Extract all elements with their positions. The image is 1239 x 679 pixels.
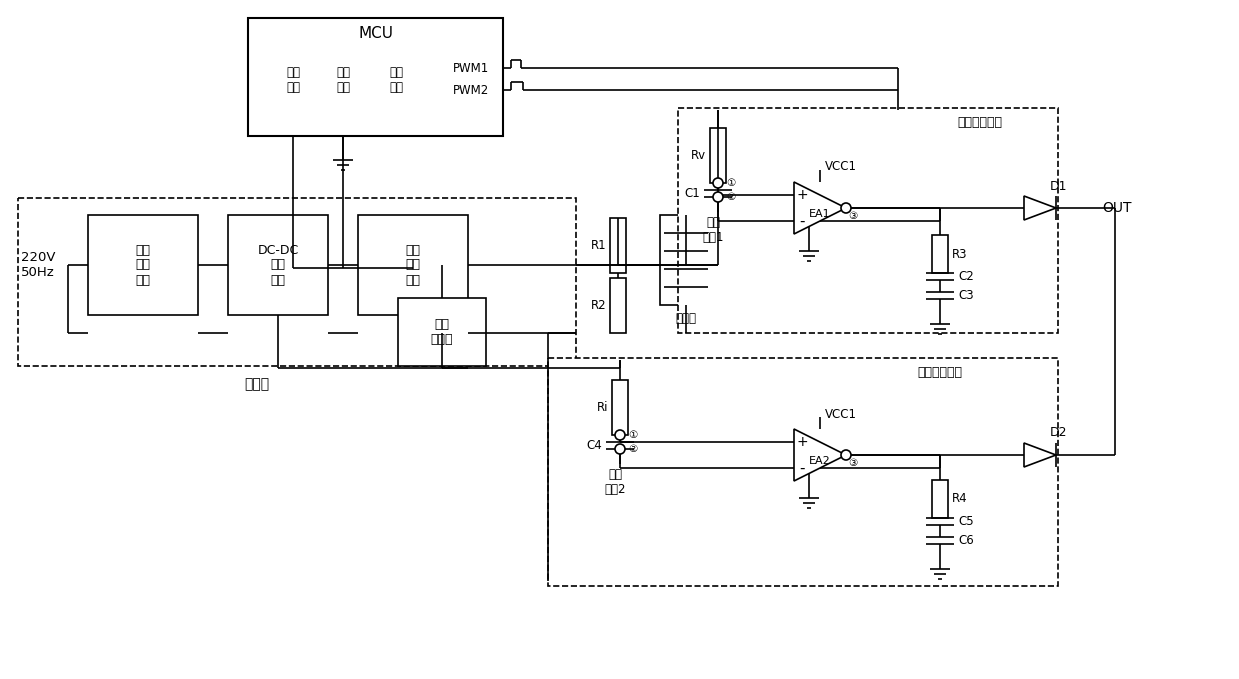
- Text: C4: C4: [586, 439, 602, 452]
- Bar: [610, 278, 626, 333]
- Text: MCU: MCU: [358, 26, 393, 41]
- Text: 积分
电路2: 积分 电路2: [605, 468, 626, 496]
- Text: +: +: [797, 188, 808, 202]
- Text: ③: ③: [847, 458, 857, 468]
- Text: R3: R3: [952, 248, 968, 261]
- Text: ①: ①: [628, 430, 637, 440]
- Circle shape: [712, 192, 724, 202]
- Text: 整流
滤波
电路: 整流 滤波 电路: [135, 244, 150, 287]
- Circle shape: [841, 450, 851, 460]
- Text: R4: R4: [952, 492, 968, 505]
- Bar: [228, 215, 328, 315]
- Circle shape: [615, 430, 624, 440]
- Text: Ri: Ri: [596, 401, 608, 414]
- Text: Rv: Rv: [691, 149, 706, 162]
- Bar: [932, 480, 948, 518]
- Bar: [612, 380, 628, 435]
- Text: 电压
检测: 电压 检测: [286, 66, 300, 94]
- Text: 220V
50Hz: 220V 50Hz: [21, 251, 56, 279]
- Text: DC-DC
变换
拓扑: DC-DC 变换 拓扑: [258, 244, 299, 287]
- Text: ①: ①: [726, 178, 735, 188]
- Text: 积分
电路1: 积分 电路1: [703, 216, 724, 244]
- Bar: [710, 128, 726, 183]
- Circle shape: [841, 203, 851, 213]
- Polygon shape: [794, 182, 846, 234]
- Text: ③: ③: [847, 211, 857, 221]
- Bar: [398, 298, 486, 366]
- Bar: [248, 18, 503, 136]
- Polygon shape: [794, 429, 846, 481]
- Text: R2: R2: [590, 299, 606, 312]
- Text: 电流
检测: 电流 检测: [336, 66, 349, 94]
- Polygon shape: [1023, 196, 1056, 220]
- Bar: [932, 235, 948, 273]
- Text: -: -: [799, 213, 805, 229]
- Bar: [358, 215, 468, 315]
- Bar: [610, 218, 626, 273]
- Text: D1: D1: [1049, 179, 1068, 193]
- Text: PWM1: PWM1: [453, 62, 489, 75]
- Text: VCC1: VCC1: [825, 407, 857, 420]
- Bar: [88, 215, 198, 315]
- Bar: [548, 358, 1058, 586]
- Text: PWM2: PWM2: [453, 84, 489, 96]
- Text: VCC1: VCC1: [825, 160, 857, 174]
- Text: ②: ②: [726, 192, 735, 202]
- Text: C6: C6: [958, 534, 974, 547]
- Bar: [678, 108, 1058, 333]
- Text: 温度
检测: 温度 检测: [389, 66, 403, 94]
- Bar: [660, 215, 712, 305]
- Text: C1: C1: [684, 187, 700, 200]
- Text: 整流
滤波
电路: 整流 滤波 电路: [405, 244, 420, 287]
- Text: C3: C3: [958, 289, 974, 302]
- Text: 恒压控制回路: 恒压控制回路: [958, 115, 1002, 128]
- Circle shape: [712, 178, 724, 188]
- Text: 电流
传感器: 电流 传感器: [431, 318, 453, 346]
- Text: C5: C5: [958, 515, 974, 528]
- Polygon shape: [1023, 443, 1056, 467]
- Text: D2: D2: [1049, 426, 1068, 439]
- Text: R1: R1: [590, 239, 606, 252]
- Text: +: +: [797, 435, 808, 449]
- Bar: [19, 198, 576, 366]
- Text: EA2: EA2: [809, 456, 831, 466]
- Text: 恒流控制回路: 恒流控制回路: [918, 365, 963, 378]
- Text: 电池组: 电池组: [675, 312, 696, 325]
- Text: -: -: [799, 460, 805, 475]
- Text: OUT: OUT: [1101, 201, 1131, 215]
- Text: 充电器: 充电器: [244, 377, 270, 391]
- Circle shape: [615, 444, 624, 454]
- Text: EA1: EA1: [809, 209, 831, 219]
- Text: ②: ②: [628, 444, 637, 454]
- Text: C2: C2: [958, 270, 974, 283]
